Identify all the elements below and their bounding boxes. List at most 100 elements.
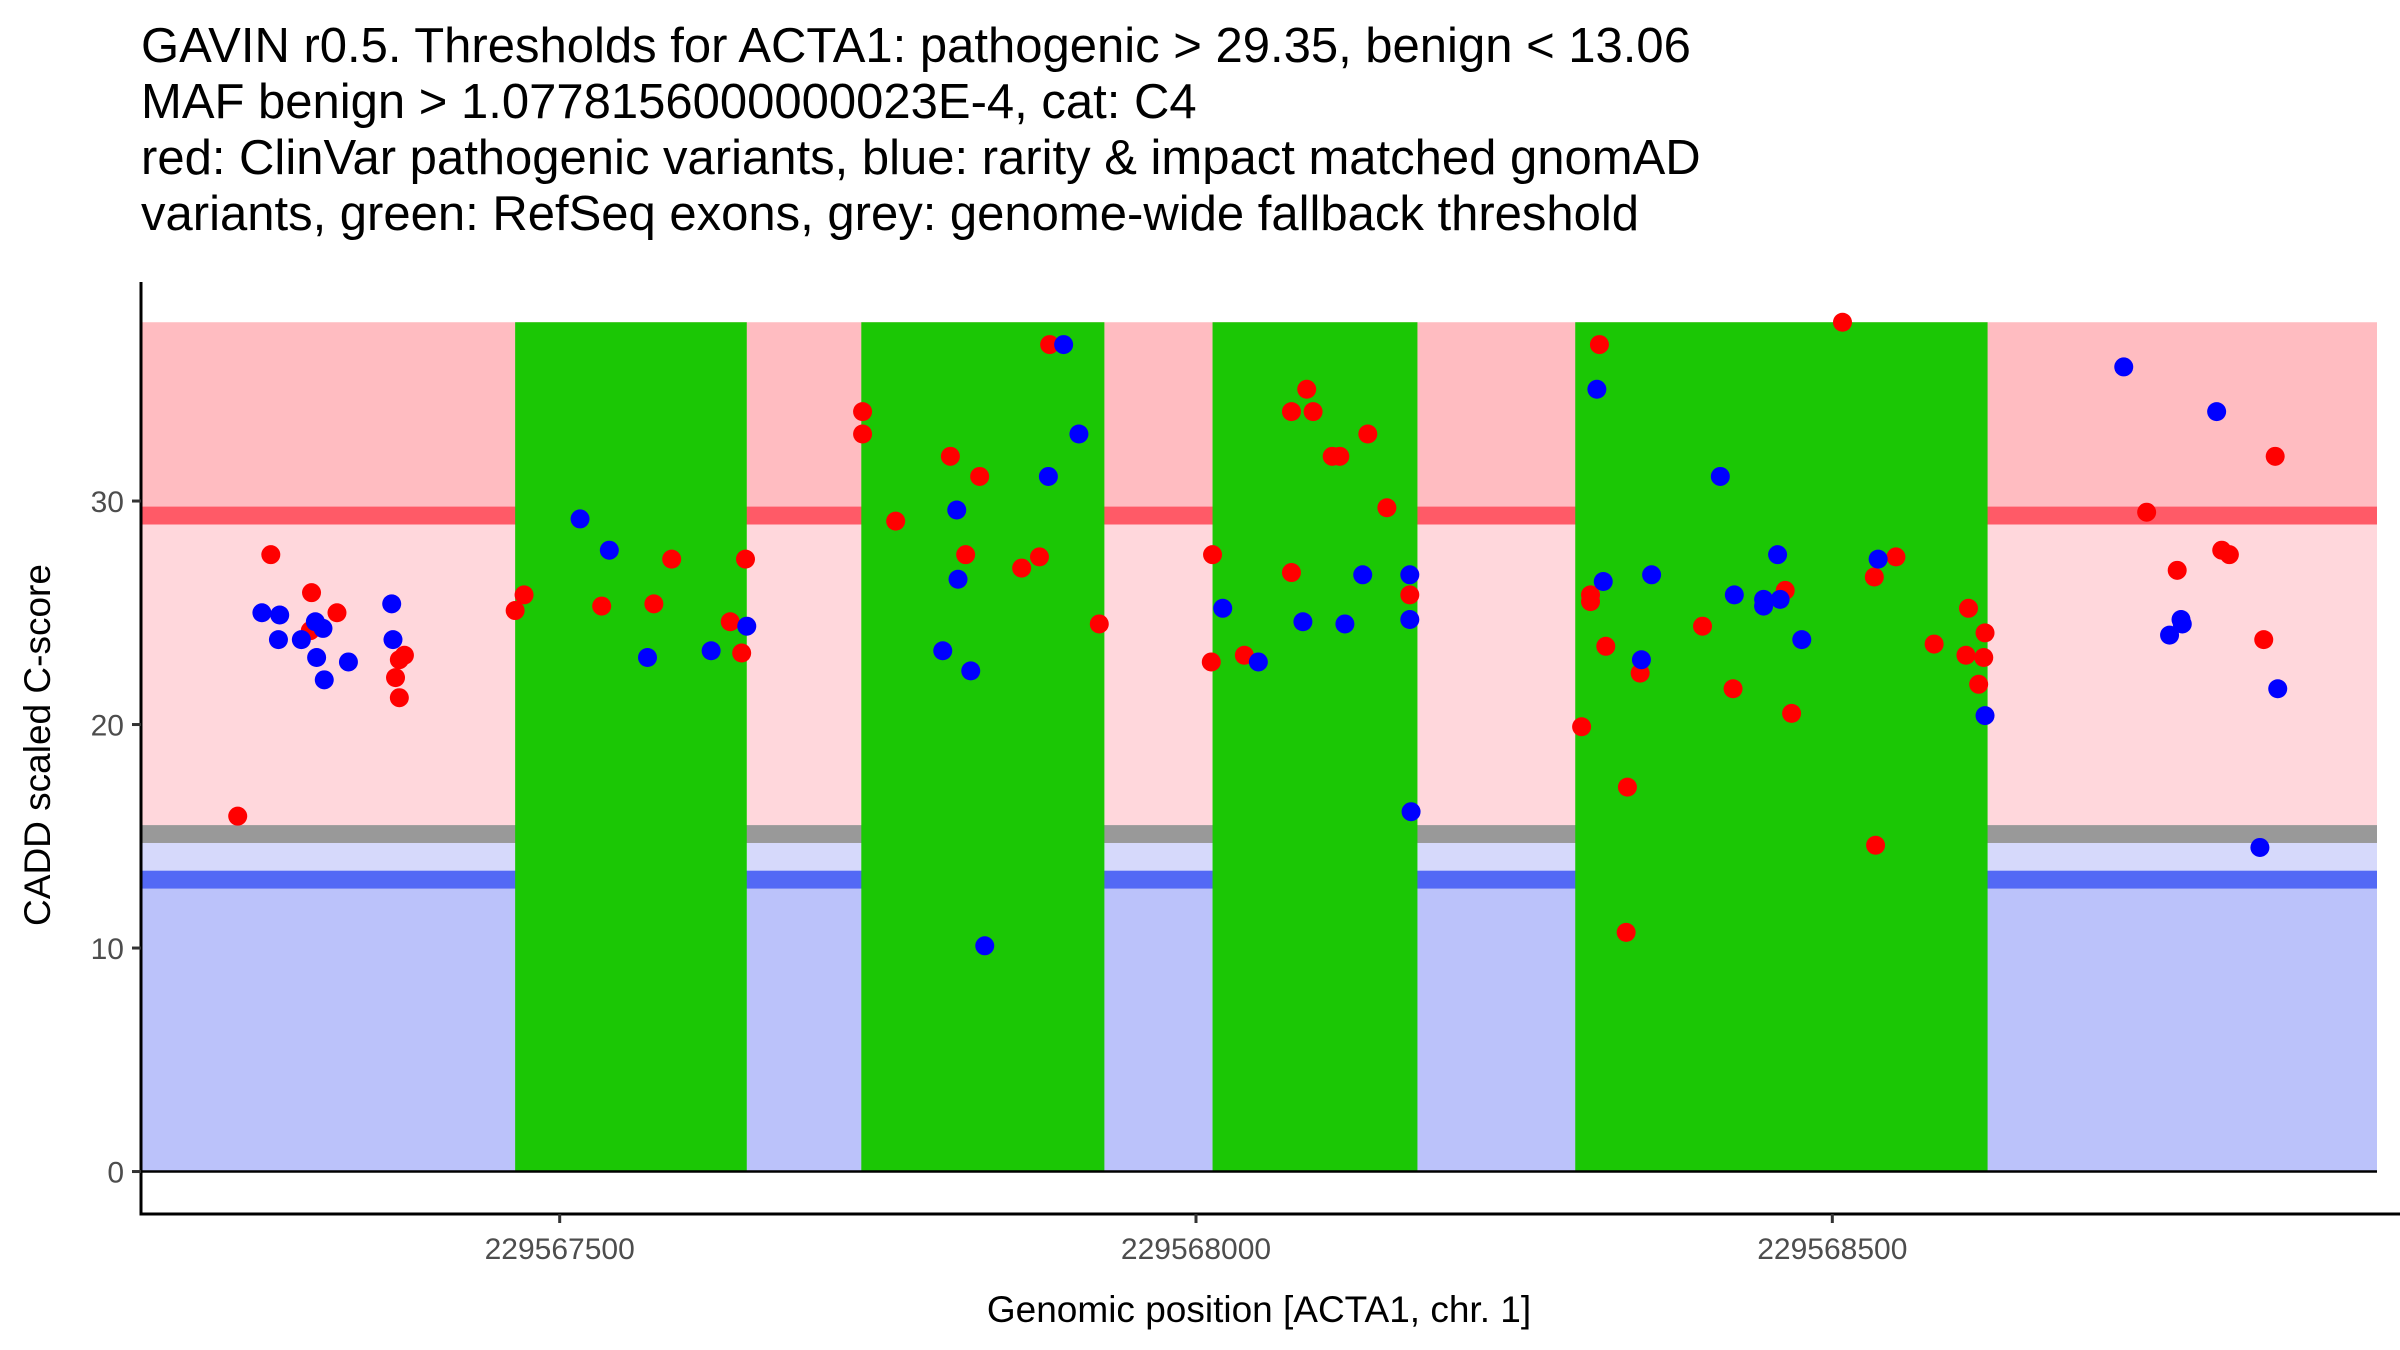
clinvar-point [940, 446, 960, 466]
clinvar-point [970, 466, 990, 486]
clinvar-point [2254, 630, 2274, 650]
clinvar-point [592, 596, 612, 616]
clinvar-point [1281, 563, 1301, 583]
clinvar-point [1958, 598, 1978, 618]
title-line-4: variants, green: RefSeq exons, grey: gen… [141, 187, 1639, 241]
gnomad-point [382, 594, 402, 614]
exon-2 [861, 322, 1105, 1172]
clinvar-point [505, 601, 525, 621]
gnomad-point [1770, 589, 1790, 609]
title-line-1: GAVIN r0.5. Thresholds for ACTA1: pathog… [141, 19, 1691, 73]
data-points [228, 312, 2288, 956]
y-tick-label: 0 [107, 1157, 124, 1190]
clinvar-point [1969, 674, 1989, 694]
gnomad-point [1631, 650, 1651, 670]
gnomad-point [1069, 424, 1089, 444]
clinvar-point [2219, 545, 2239, 565]
gnomad-point [1710, 466, 1730, 486]
gnomad-point [314, 670, 334, 690]
clinvar-point [853, 402, 873, 422]
gnomad-point [2172, 614, 2192, 634]
gnomad-point [737, 616, 757, 636]
x-tick-label: 229567500 [485, 1233, 635, 1266]
gnomad-point [1593, 571, 1613, 591]
clinvar-point [735, 549, 755, 569]
clinvar-point [1589, 335, 1609, 355]
clinvar-point [327, 603, 347, 623]
gnomad-point [1768, 545, 1788, 565]
gnomad-point [2114, 357, 2134, 377]
gnomad-point [1754, 596, 1774, 616]
gnomad-point [1724, 585, 1744, 605]
clinvar-point [1040, 335, 1060, 355]
gnomad-point [1038, 466, 1058, 486]
y-tick-label: 10 [91, 933, 124, 966]
gnomad-point [338, 652, 358, 672]
gnomad-point [383, 630, 403, 650]
clinvar-point [956, 545, 976, 565]
gnomad-point [270, 605, 290, 625]
clinvar-point [886, 511, 906, 531]
clinvar-point [2167, 560, 2187, 580]
clinvar-point [1358, 424, 1378, 444]
gnomad-point [268, 630, 288, 650]
clinvar-point [1400, 585, 1420, 605]
tick-labels: 0 10 20 30 229567500 229568000 229568500 [91, 486, 1908, 1266]
y-tick-label: 30 [91, 486, 124, 519]
clinvar-point [720, 612, 740, 632]
gnomad-point [252, 603, 272, 623]
clinvar-point [1596, 636, 1616, 656]
gnomad-point [961, 661, 981, 681]
gnomad-point [2268, 679, 2288, 699]
axes [139, 282, 2400, 1216]
gnomad-point [1054, 335, 1074, 355]
clinvar-point [1303, 402, 1323, 422]
gnomad-point [638, 647, 658, 667]
clinvar-point [1330, 446, 1350, 466]
clinvar-point [1029, 547, 1049, 567]
gnomad-point [1792, 630, 1812, 650]
clinvar-point [1201, 652, 1221, 672]
gnomad-point [2250, 837, 2270, 857]
clinvar-point [732, 643, 752, 663]
gnomad-point [313, 618, 333, 638]
gnomad-point [933, 641, 953, 661]
clinvar-point [1281, 402, 1301, 422]
gnomad-point [307, 647, 327, 667]
x-tick-label: 229568500 [1757, 1233, 1907, 1266]
clinvar-point [1723, 679, 1743, 699]
gnomad-point [1587, 379, 1607, 399]
clinvar-point [1297, 379, 1317, 399]
clinvar-point [1924, 634, 1944, 654]
clinvar-point [1581, 592, 1601, 612]
gnomad-point [1400, 565, 1420, 585]
clinvar-point [302, 583, 322, 603]
clinvar-point [1886, 547, 1906, 567]
clinvar-point [1832, 312, 1852, 332]
clinvar-point [1975, 623, 1995, 643]
clinvar-point [1956, 645, 1976, 665]
clinvar-point [389, 688, 409, 708]
exon-regions [515, 322, 1988, 1172]
gnomad-point [1401, 802, 1421, 822]
gnomad-point [1213, 598, 1233, 618]
clinvar-point [1864, 567, 1884, 587]
gnomad-point [1248, 652, 1268, 672]
gnomad-point [599, 540, 619, 560]
gnomad-point [1353, 565, 1373, 585]
clinvar-point [261, 545, 281, 565]
clinvar-point [1617, 777, 1637, 797]
title-line-3: red: ClinVar pathogenic variants, blue: … [141, 131, 1701, 185]
exon-3 [1212, 322, 1418, 1172]
clinvar-point [228, 806, 248, 826]
clinvar-point [1012, 558, 1032, 578]
clinvar-point [2265, 446, 2285, 466]
exon-1 [515, 322, 747, 1172]
clinvar-point [1974, 647, 1994, 667]
clinvar-point [2137, 502, 2157, 522]
clinvar-point [1782, 703, 1802, 723]
clinvar-point [853, 424, 873, 444]
title-line-2: MAF benign > 1.0778156000000023E-4, cat:… [141, 75, 1197, 129]
clinvar-point [662, 549, 682, 569]
